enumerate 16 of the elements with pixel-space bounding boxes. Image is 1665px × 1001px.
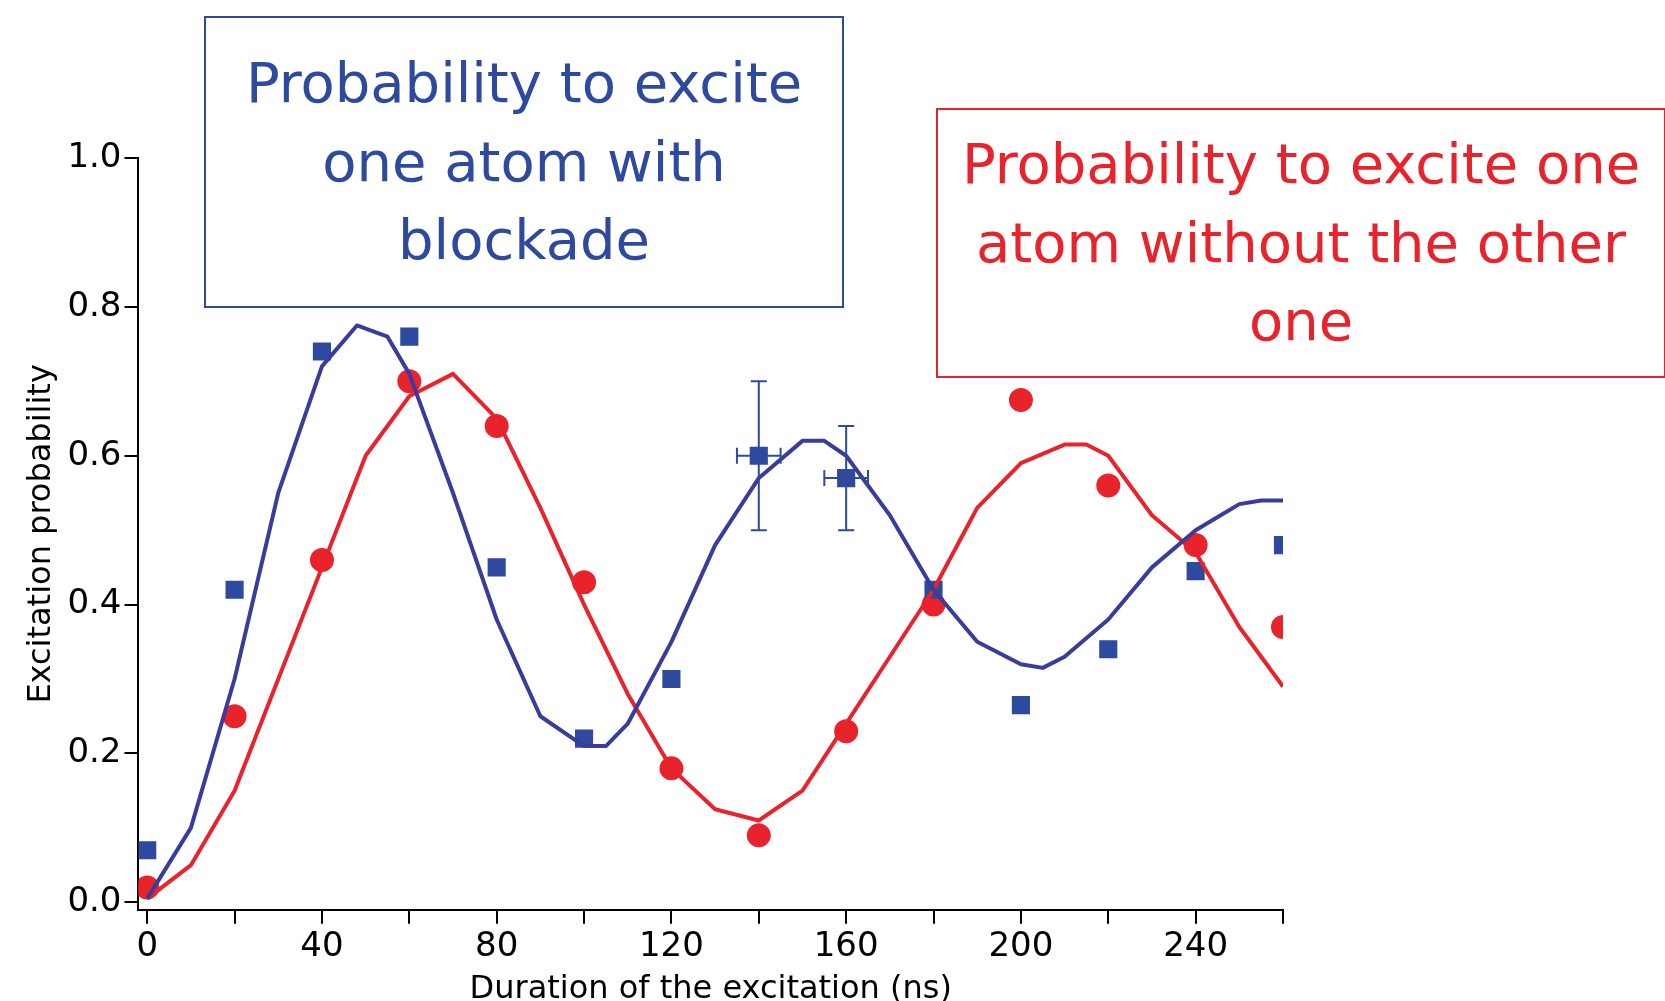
- y-tick-label: 0.2: [67, 730, 122, 771]
- annotation: Probability to excite one atom with blockade: [204, 16, 844, 308]
- x-tick-label: 80: [475, 924, 519, 965]
- x-tick-label: 40: [300, 924, 344, 965]
- y-tick-label: 0.4: [67, 581, 122, 622]
- y-tick-label: 1.0: [67, 134, 122, 175]
- x-tick-label: 240: [1163, 924, 1229, 965]
- x-tick-label: 120: [638, 924, 704, 965]
- y-tick-label: 0.8: [67, 283, 122, 324]
- x-tick-label: 0: [136, 924, 159, 965]
- x-tick-label: 160: [813, 924, 879, 965]
- y-axis-title: Excitation probability: [19, 364, 58, 704]
- annotation: Probability to excite one atom without the other one: [936, 108, 1665, 378]
- x-tick-label: 200: [988, 924, 1054, 965]
- y-tick-label: 0.6: [67, 432, 122, 473]
- y-tick-label: 0.0: [67, 879, 122, 920]
